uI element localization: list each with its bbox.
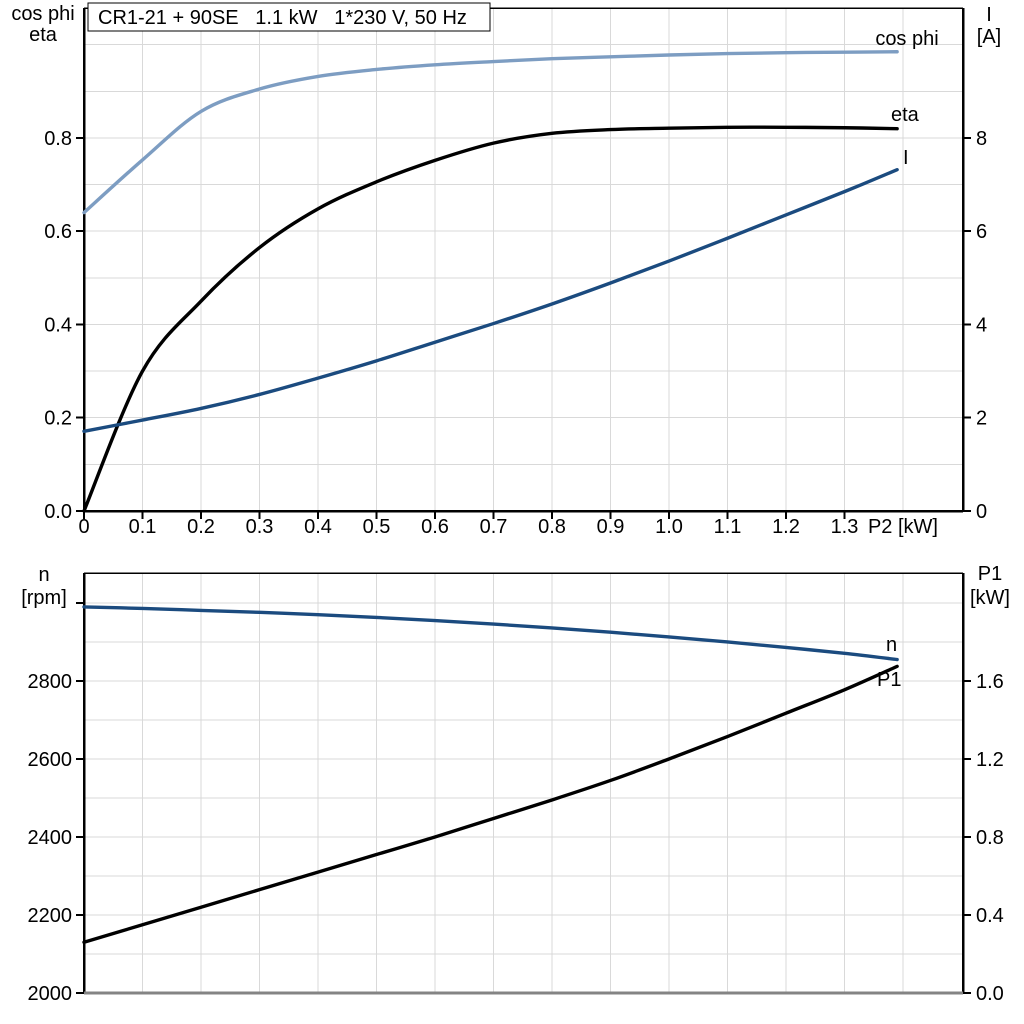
right-axis-tick-label: 0.8 xyxy=(976,827,1004,849)
right-axis-unit-label: I xyxy=(986,4,992,26)
curve-label-speed: n xyxy=(886,634,897,656)
motor-electrical-chart: 0.0 0.2 0.4 0.6 0.8 0 2 4 6 8 0 0.1 0.2 0.3 0.4 0.5 0.6 0… xyxy=(11,3,1001,538)
left-axis-tick-label: 2800 xyxy=(28,671,73,693)
x-axis-tick-label: 0.5 xyxy=(363,516,391,538)
x-axis-tick-label: 0 xyxy=(78,516,89,538)
curve-current xyxy=(82,168,899,433)
right-axis-unit-label: [A] xyxy=(977,26,1001,48)
x-axis-tick-label: 1.2 xyxy=(772,516,800,538)
x-axis-tick-label: 0.3 xyxy=(246,516,274,538)
right-axis-tick-label: 8 xyxy=(976,128,987,150)
speed-power-chart: 200022002400260028000.00.40.81.21.6n[rpm… xyxy=(21,563,1010,1005)
right-axis-unit-label: P1 xyxy=(978,563,1002,585)
left-axis-tick-label: 0.0 xyxy=(44,501,72,523)
left-axis-tick-label: 0.4 xyxy=(44,314,72,336)
curve-eta xyxy=(82,125,899,513)
right-axis-tick-label: 6 xyxy=(976,221,987,243)
x-axis-tick-label: 1.0 xyxy=(655,516,683,538)
title-box-frame xyxy=(87,2,491,32)
curve-speed xyxy=(82,605,899,662)
right-axis-tick-label: 2 xyxy=(976,408,987,430)
right-axis-tick-label: 1.2 xyxy=(976,749,1004,771)
left-axis-tick-label: 0.6 xyxy=(44,221,72,243)
x-axis-tick-label: 0.9 xyxy=(597,516,625,538)
right-axis-tick-label: 1.6 xyxy=(976,671,1004,693)
left-axis-unit-label: n xyxy=(38,564,49,586)
right-axis-tick-label: 0.4 xyxy=(976,905,1004,927)
right-axis-tick-label: 4 xyxy=(976,314,987,336)
curve-cos-phi xyxy=(82,50,899,215)
x-axis-tick-label: 0.7 xyxy=(480,516,508,538)
plot-area xyxy=(84,8,963,511)
left-axis-tick-label: 2200 xyxy=(28,905,73,927)
plot-area xyxy=(84,573,963,993)
right-axis-tick-label: 0.0 xyxy=(976,983,1004,1005)
x-axis-tick-label: 0.2 xyxy=(187,516,215,538)
title-box: CR1-21 + 90SE 1.1 kW 1*230 V, 50 Hz xyxy=(87,2,491,32)
left-axis-tick-label: 2000 xyxy=(28,983,73,1005)
x-axis-tick-label: 0.1 xyxy=(129,516,157,538)
chart-title: CR1-21 + 90SE 1.1 kW 1*230 V, 50 Hz xyxy=(98,7,467,29)
curve-label-input-power: P1 xyxy=(877,669,901,691)
curve-input-power xyxy=(82,664,899,944)
left-axis-unit-label: [rpm] xyxy=(21,587,67,609)
x-axis-unit-label: P2 [kW] xyxy=(868,516,938,538)
left-axis-tick-label: 0.8 xyxy=(44,128,72,150)
right-axis-unit-label: [kW] xyxy=(970,587,1010,609)
curve-label-cos-phi: cos phi xyxy=(875,28,938,50)
curve-label-current: I xyxy=(903,147,909,169)
left-axis-unit-label: cos phi xyxy=(11,3,74,25)
left-axis-tick-label: 2600 xyxy=(28,749,73,771)
right-axis-tick-label: 0 xyxy=(976,501,987,523)
x-axis-tick-label: 1.3 xyxy=(831,516,859,538)
left-axis-tick-label: 2400 xyxy=(28,827,73,849)
x-axis-tick-label: 0.8 xyxy=(538,516,566,538)
curve-label-eta: eta xyxy=(891,104,920,126)
left-axis-tick-label: 0.2 xyxy=(44,408,72,430)
left-axis-unit-label: eta xyxy=(29,24,58,46)
x-axis-tick-label: 1.1 xyxy=(714,516,742,538)
x-axis-tick-label: 0.4 xyxy=(304,516,332,538)
x-axis-tick-label: 0.6 xyxy=(421,516,449,538)
